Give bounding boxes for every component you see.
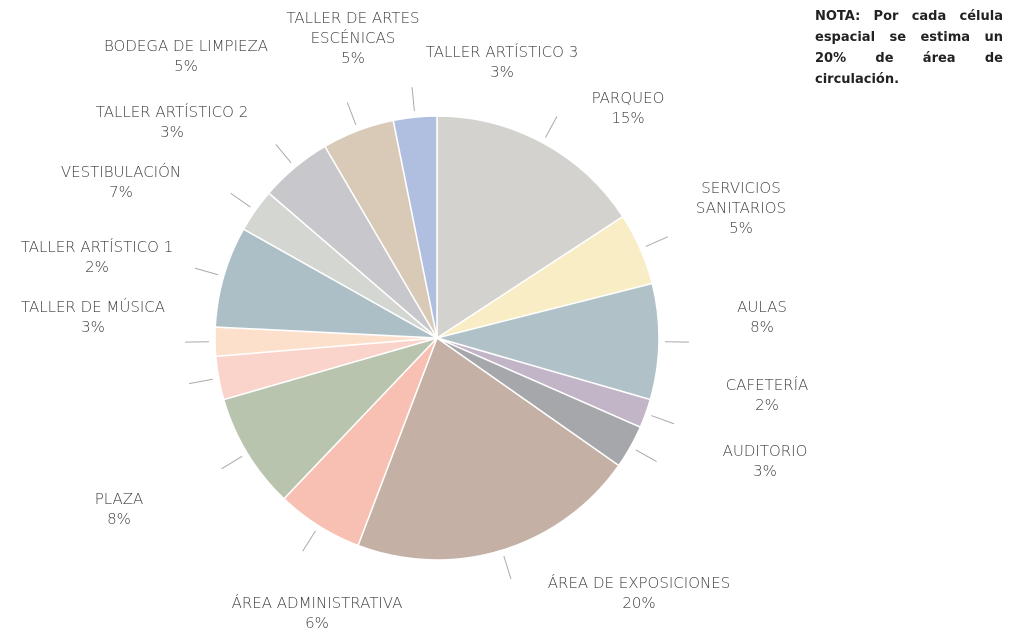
slice-label: CAFETERÍA 2% [667, 375, 867, 415]
value-label: 3% [160, 123, 184, 141]
category-label: PLAZA [94, 490, 144, 508]
category-label: AULAS [737, 298, 787, 316]
slice-label: TALLER ARTÍSTICO 1 2% [0, 237, 197, 277]
leader-line [302, 530, 316, 552]
leader-line [503, 555, 512, 580]
value-label: 8% [107, 510, 131, 528]
slice-label: SERVICIOS SANITARIOS 5% [686, 178, 796, 238]
value-label: 8% [750, 318, 774, 336]
note: NOTA: Por cada célula espacial se estima… [815, 9, 1003, 87]
leader-line [275, 144, 292, 164]
value-label: 2% [755, 396, 779, 414]
category-label: TALLER DE MÚSICA [20, 298, 166, 316]
slice-label: PARQUEO 15% [528, 88, 728, 128]
slice-label: TALLER DE MÚSICA 3% [0, 297, 193, 337]
leader-line [189, 378, 213, 385]
slice-label: PLAZA 8% [19, 489, 219, 529]
pie-slice [357, 336, 620, 561]
pie-slice [222, 336, 440, 500]
value-label: 2% [85, 258, 109, 276]
leader-line [346, 102, 357, 126]
leader-line [635, 449, 657, 463]
category-label: AUDITORIO [722, 442, 808, 460]
slice-label: ÁREA ADMINISTRATIVA 6% [187, 593, 447, 633]
category-label: TALLER ARTÍSTICO 1 [20, 238, 174, 256]
value-label: 3% [81, 318, 105, 336]
leader-line [411, 87, 415, 112]
value-label: 3% [490, 63, 514, 81]
category-label: ÁREA ADMINISTRATIVA [231, 594, 403, 612]
category-label: ÁREA DE EXPOSICIONES [547, 574, 731, 592]
pie-slice [436, 115, 624, 340]
pie-slice [434, 282, 660, 401]
category-label: TALLER DE ARTES ESCÉNICAS [286, 9, 420, 47]
category-label: VESTIBULACIÓN [60, 163, 182, 181]
slice-label: AULAS 8% [662, 297, 862, 337]
value-label: 15% [611, 109, 645, 127]
pie-slice [214, 228, 438, 339]
value-label: 3% [753, 462, 777, 480]
category-label: CAFETERÍA [725, 376, 809, 394]
leader-line [645, 236, 668, 247]
value-label: 7% [109, 183, 133, 201]
category-label: BODEGA DE LIMPIEZA [103, 37, 269, 55]
pie-slice [392, 115, 438, 339]
slice-label: AUDITORIO 3% [665, 441, 865, 481]
slice-label: ÁREA DE EXPOSICIONES 20% [509, 573, 769, 613]
value-label: 20% [622, 594, 656, 612]
slice-label: TALLER ARTÍSTICO 3 3% [392, 42, 612, 82]
leader-line [545, 116, 558, 138]
value-label: 5% [341, 49, 365, 67]
value-label: 5% [729, 219, 753, 237]
slice-label: TALLER DE ARTES ESCÉNICAS 5% [278, 8, 428, 68]
leader-line [230, 192, 251, 208]
slice-label: BODEGA DE LIMPIEZA 5% [76, 36, 296, 76]
value-label: 5% [174, 57, 198, 75]
value-label: 6% [305, 614, 329, 632]
leader-line [651, 415, 675, 425]
leader-line [221, 455, 243, 470]
slice-label: VESTIBULACIÓN 7% [21, 162, 221, 202]
slice-label: TALLER ARTÍSTICO 2 3% [72, 102, 272, 142]
category-label: TALLER ARTÍSTICO 3 [425, 43, 579, 61]
category-label: TALLER ARTÍSTICO 2 [95, 103, 249, 121]
category-label: PARQUEO [591, 89, 665, 107]
leader-line [194, 267, 219, 276]
category-label: SERVICIOS SANITARIOS [695, 179, 787, 217]
